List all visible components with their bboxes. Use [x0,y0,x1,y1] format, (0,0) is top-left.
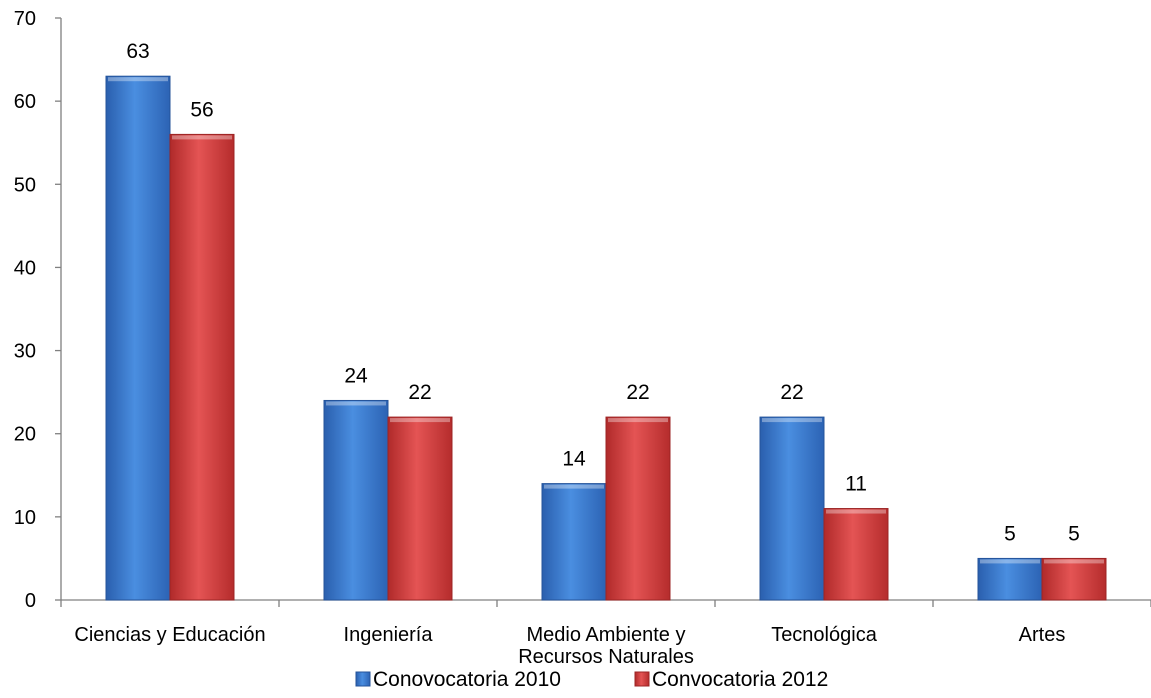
bar-highlight [172,135,232,140]
bar-highlight [826,509,886,514]
bar-highlight [1044,559,1104,564]
data-label: 11 [845,473,867,496]
y-tick-label: 50 [14,174,36,196]
legend-swatch [634,671,650,687]
bar-highlight [608,418,668,423]
legend: Conovocatoria 2010 Convocatoria 2012 [355,668,828,691]
y-tick-label: 40 [14,257,36,279]
bar-highlight [544,484,604,489]
y-tick-label: 0 [25,590,36,612]
bar-series-1 [759,416,825,601]
y-tick-label: 20 [14,424,36,446]
data-label: 5 [1004,522,1016,545]
data-label: 5 [1068,522,1080,545]
y-tick-label: 10 [14,507,36,529]
data-labels: 63 56 24 22 14 22 22 11 5 5 [126,40,1080,545]
bar-series-1 [105,75,171,601]
data-label: 22 [626,381,649,404]
bars [105,75,1107,601]
bar-highlight [980,559,1040,564]
x-tick-label: Ciencias y Educación [74,624,265,646]
legend-label: Convocatoria 2012 [652,668,828,691]
data-label: 63 [126,40,149,63]
y-tick-label: 30 [14,341,36,363]
bar-highlight [108,77,168,82]
bar-series-2 [387,416,453,601]
bar-series-1 [977,557,1043,601]
data-label: 22 [408,381,431,404]
x-axis: Ciencias y Educación Ingeniería Medio Ambi… [60,599,1151,668]
x-tick-label: Ingeniería [344,624,434,646]
legend-label: Conovocatoria 2010 [373,668,561,691]
bar-series-2 [823,508,889,601]
bar-highlight [762,418,822,423]
bar-series-2 [605,416,671,601]
bar-series-2 [1041,557,1107,601]
bar-series-1 [541,483,607,601]
bar-highlight [326,401,386,406]
x-tick-label: Artes [1019,624,1066,646]
data-label: 56 [190,98,213,121]
x-tick-label: Tecnológica [771,624,878,646]
bar-highlight [390,418,450,423]
data-label: 14 [562,448,586,471]
x-tick-label: Medio Ambiente y Recursos Naturales [518,624,694,668]
bar-series-2 [169,133,235,601]
data-label: 24 [344,364,368,387]
y-tick-label: 60 [14,91,36,113]
data-label: 22 [780,381,803,404]
legend-swatch [355,671,371,687]
bar-series-1 [323,399,389,601]
y-axis: 0 10 20 30 40 50 60 70 [14,8,62,612]
y-tick-label: 70 [14,8,36,30]
